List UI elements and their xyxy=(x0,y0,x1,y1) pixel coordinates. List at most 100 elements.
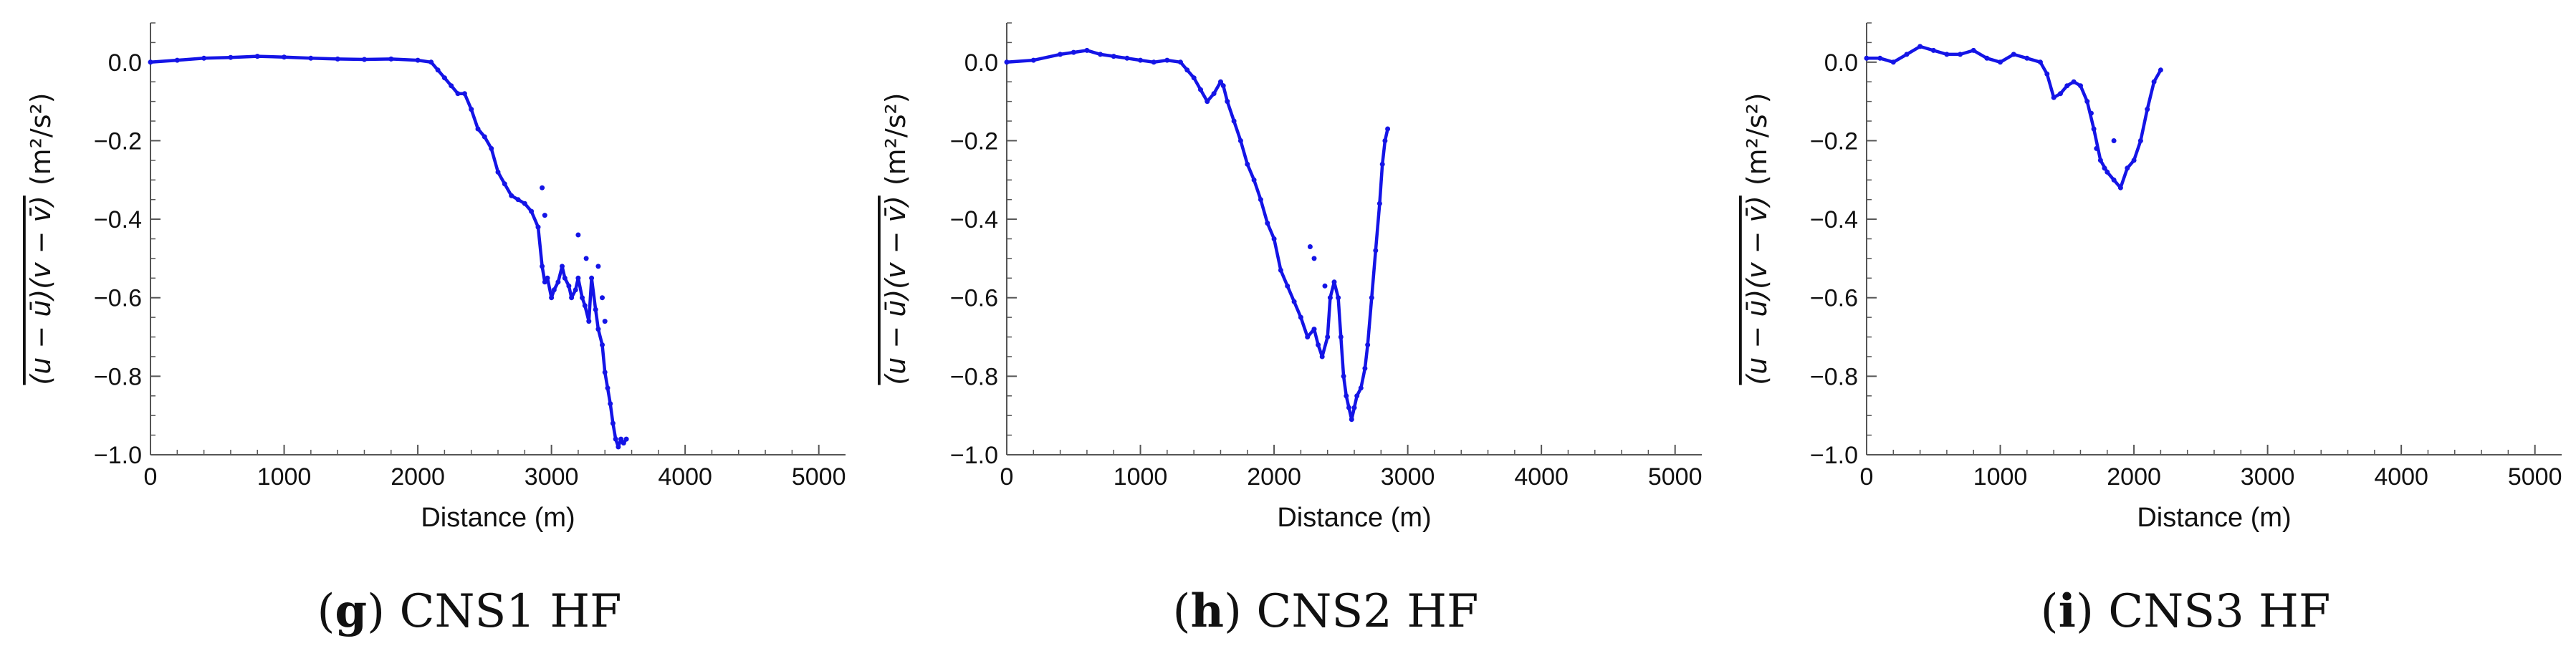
data-point xyxy=(2137,138,2143,143)
data-point xyxy=(2151,79,2157,85)
data-point xyxy=(1198,87,1203,92)
chart-panel-i: 0 1000 2000 3000 4000 5000 0.0 −0.2 −0.4 −0.6 −0.8… xyxy=(1741,22,2562,638)
data-point xyxy=(575,275,581,281)
data-point xyxy=(282,54,287,60)
caption-paren-close: ) xyxy=(367,585,399,638)
x-tick-label: 1000 xyxy=(1114,463,1168,491)
data-point xyxy=(1307,244,1313,249)
x-tick-label: 5000 xyxy=(2508,463,2562,491)
y-tick-label: −1.0 xyxy=(950,442,998,469)
series-trace xyxy=(1005,49,1389,421)
chart-panel-g: 0 1000 2000 3000 4000 5000 0.0 −0.2 −0.4 −0.6 −0.8… xyxy=(25,22,846,638)
data-point xyxy=(555,279,561,285)
data-point xyxy=(461,91,467,97)
data-point xyxy=(613,436,618,442)
data-point xyxy=(618,436,624,442)
y-axis-label: (u − ū)(v − v̄) (m²/s²) xyxy=(1741,92,1773,385)
data-point xyxy=(1265,221,1270,226)
data-point xyxy=(1322,283,1328,289)
data-point xyxy=(1354,393,1360,399)
data-point xyxy=(1291,299,1297,304)
caption-text: CNS2 HF xyxy=(1256,585,1478,638)
caption-letter: h xyxy=(1191,584,1225,638)
data-point xyxy=(586,319,592,324)
data-point xyxy=(1958,52,1963,57)
data-point xyxy=(1211,91,1217,97)
data-point xyxy=(1998,59,2003,65)
data-point xyxy=(1220,83,1226,89)
data-point xyxy=(2071,79,2077,85)
data-point xyxy=(1191,75,1197,81)
data-point xyxy=(1245,161,1250,167)
data-point xyxy=(362,57,367,62)
data-point xyxy=(2038,59,2043,65)
y-axis-label-text: (u − ū)(v − v̄) (m²/s²) xyxy=(1741,92,1773,385)
y-axis-label: (u − ū)(v − v̄) (m²/s²) xyxy=(25,92,57,385)
y-tick-label: −0.4 xyxy=(950,206,998,233)
data-point xyxy=(605,385,611,391)
data-point xyxy=(1319,354,1325,360)
data-point xyxy=(2111,177,2117,183)
data-point xyxy=(1071,49,1076,55)
x-tick-label: 4000 xyxy=(2374,463,2428,491)
data-point xyxy=(1365,342,1371,347)
data-point xyxy=(1138,57,1143,63)
y-tick-label: −0.6 xyxy=(94,285,142,312)
data-point xyxy=(1890,59,1896,65)
data-point xyxy=(2102,165,2107,171)
data-point xyxy=(1111,54,1116,59)
caption-text: CNS1 HF xyxy=(399,585,621,638)
caption-paren-close: ) xyxy=(1224,585,1256,638)
x-tick-label: 0 xyxy=(1000,463,1014,491)
data-point xyxy=(562,275,568,281)
data-point xyxy=(1151,59,1157,65)
data-point xyxy=(1030,57,1036,63)
series-1 xyxy=(2088,110,2117,171)
data-point xyxy=(1124,55,1130,61)
data-point xyxy=(449,83,454,89)
y-tick-label: 0.0 xyxy=(108,49,142,77)
data-point xyxy=(608,401,613,407)
caption-text: CNS3 HF xyxy=(2108,585,2330,638)
data-point xyxy=(2125,165,2130,171)
data-point xyxy=(174,57,180,63)
data-point xyxy=(2145,107,2150,112)
data-point xyxy=(1904,52,1910,57)
data-point xyxy=(1258,197,1263,203)
y-tick-label: 0.0 xyxy=(964,49,998,77)
data-point xyxy=(540,185,545,191)
x-tick-label: 4000 xyxy=(658,463,712,491)
data-point xyxy=(1338,334,1344,339)
data-point xyxy=(2097,158,2103,163)
data-point xyxy=(2088,110,2094,116)
data-point xyxy=(1369,295,1374,301)
data-point xyxy=(1346,405,1351,410)
x-tick-label: 5000 xyxy=(792,463,846,491)
data-point xyxy=(1379,161,1385,167)
data-point xyxy=(441,75,447,81)
data-point xyxy=(2131,158,2137,163)
caption-paren-open: ( xyxy=(317,585,335,638)
y-tick-label: −0.8 xyxy=(950,363,998,390)
data-point xyxy=(540,264,545,269)
data-point xyxy=(1385,126,1391,132)
data-point xyxy=(1349,417,1354,423)
data-point xyxy=(2011,52,2016,57)
y-axis-label-main: (u − ū)(v − v̄) xyxy=(880,196,911,385)
data-point xyxy=(1178,59,1183,65)
x-tick-label: 2000 xyxy=(2107,463,2161,491)
data-point xyxy=(542,279,547,285)
y-axis-label-main: (u − ū)(v − v̄) xyxy=(25,196,57,385)
x-tick-label: 4000 xyxy=(1514,463,1569,491)
data-point xyxy=(2024,55,2030,61)
y-tick-label: −0.2 xyxy=(1810,127,1858,155)
data-point xyxy=(600,295,605,301)
data-point xyxy=(1205,99,1210,105)
data-point xyxy=(2158,67,2163,73)
data-point xyxy=(573,287,578,293)
data-point xyxy=(1098,52,1103,57)
data-point xyxy=(522,201,527,206)
caption-letter: g xyxy=(335,584,367,638)
